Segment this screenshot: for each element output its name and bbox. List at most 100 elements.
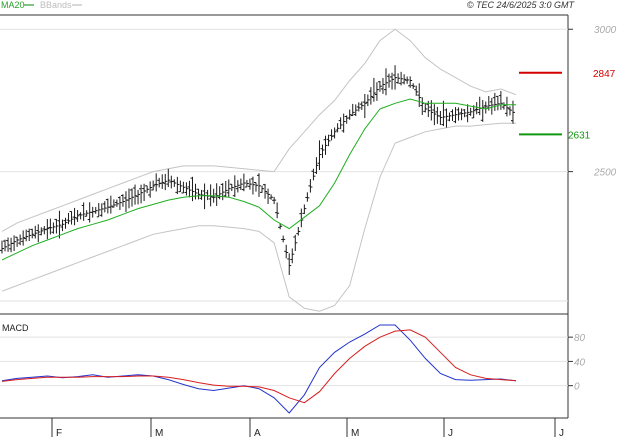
ohlc-bar [111, 199, 116, 208]
ohlc-bar [181, 181, 186, 194]
ohlc-bar [102, 201, 107, 213]
ohlc-bar [411, 83, 416, 89]
ohlc-bar [178, 180, 183, 193]
bb-upper-line [1, 28, 517, 232]
ohlc-bar [438, 110, 443, 125]
ohlc-bar [269, 194, 274, 200]
price-y-tick-label: 3000 [594, 25, 617, 36]
ohlc-bar [96, 202, 101, 218]
ohlc-bar [390, 72, 395, 90]
ohlc-bar [311, 168, 316, 181]
ohlc-bar [63, 217, 68, 229]
ohlc-bar [184, 182, 189, 196]
copyright-text: © TEC 24/6/2025 3:0 GMT [467, 0, 576, 10]
ohlc-bar [498, 90, 503, 110]
price-y-ticks: 3000 2500 [568, 25, 617, 179]
ohlc-bar [507, 106, 512, 116]
ohlc-bar [247, 178, 252, 190]
ohlc-bar [441, 100, 446, 127]
ohlc-bar [18, 234, 23, 246]
ohlc-bar [356, 102, 361, 112]
ohlc-bar [450, 109, 455, 121]
ohlc-bar [417, 83, 422, 108]
ohlc-bar [157, 177, 162, 188]
ohlc-bar [72, 207, 77, 226]
ohlc-bar [30, 228, 35, 239]
macd-gridlines [0, 336, 568, 387]
ohlc-bar [126, 188, 131, 209]
ohlc-bar [287, 253, 292, 275]
macd-title: MACD [2, 323, 29, 333]
legend-ma20-label: MA20 [1, 0, 25, 10]
ohlc-bar [323, 135, 328, 155]
ohlc-bar [54, 218, 59, 234]
ohlc-bar [42, 226, 47, 235]
ohlc-bar [326, 134, 331, 147]
ohlc-bar [66, 212, 71, 225]
ohlc-bar [456, 107, 461, 121]
price-panel: 2847 2631 3000 2500 [0, 14, 617, 418]
ohlc-bar [139, 184, 144, 204]
macd-y-tick-label: 40 [574, 357, 586, 368]
ohlc-bar [190, 176, 195, 202]
ohlc-bar [380, 78, 385, 94]
ma20-line [1, 98, 516, 261]
ohlc-bar [501, 102, 506, 110]
ohlc-bar [199, 189, 204, 200]
price-gridlines [0, 28, 568, 302]
ohlc-bar [393, 65, 398, 90]
ohlc-bar [368, 87, 373, 105]
ohlc-bar [420, 97, 425, 115]
legend-bbands-label: BBands [40, 0, 72, 10]
ohlc-bar [408, 76, 413, 88]
ohlc-bar [24, 229, 29, 242]
macd-y-tick-label: 0 [574, 382, 580, 393]
ohlc-bar [229, 183, 234, 192]
bollinger-bands [1, 28, 517, 312]
ohlc-bar [305, 192, 310, 202]
ma20-line-group [1, 98, 516, 261]
ohlc-bar [196, 188, 201, 200]
ohlc-bar [402, 74, 407, 85]
ohlc-bar [329, 129, 334, 141]
ohlc-bar [317, 140, 322, 170]
ohlc-bar [371, 77, 376, 102]
ohlc-bar [160, 174, 165, 189]
ohlc-bar [257, 173, 261, 197]
ohlc-bar [253, 182, 258, 192]
ohlc-bar [136, 189, 141, 205]
bb-lower-line [1, 122, 516, 312]
ohlc-bar [447, 112, 452, 122]
x-tick-label: A [254, 428, 261, 439]
ohlc-bar [320, 144, 325, 159]
ohlc-bar [217, 186, 222, 200]
ohlc-bar [21, 230, 26, 246]
ohlc-bar [396, 73, 401, 84]
ohlc-bar [148, 181, 153, 198]
ohlc-bar [432, 104, 437, 126]
macd-y-tick-label: 80 [574, 333, 586, 344]
ohlc-bar [151, 180, 156, 191]
ohlc-bar [69, 210, 74, 225]
ohlc-bar [474, 102, 479, 115]
ohlc-bar [145, 185, 150, 194]
ohlc-bar [6, 237, 11, 252]
ohlc-bar [130, 188, 135, 207]
ohlc-bar [99, 203, 104, 217]
ohlc-bar [477, 96, 482, 116]
ohlc-bar [296, 226, 301, 236]
price-y-tick-label: 2500 [593, 168, 617, 179]
ohlc-bar [299, 208, 304, 228]
ohlc-bar [214, 183, 219, 206]
ohlc-bar [244, 180, 249, 188]
macd-lines [1, 324, 517, 414]
ohlc-bar [462, 109, 467, 118]
ohlc-bar [468, 107, 473, 116]
ohlc-bar [362, 93, 367, 119]
ohlc-bar [84, 210, 89, 217]
ohlc-bar [39, 227, 44, 236]
ohlc-bar [142, 183, 147, 202]
ohlc-bar [399, 71, 404, 86]
ohlc-bar [387, 73, 392, 88]
